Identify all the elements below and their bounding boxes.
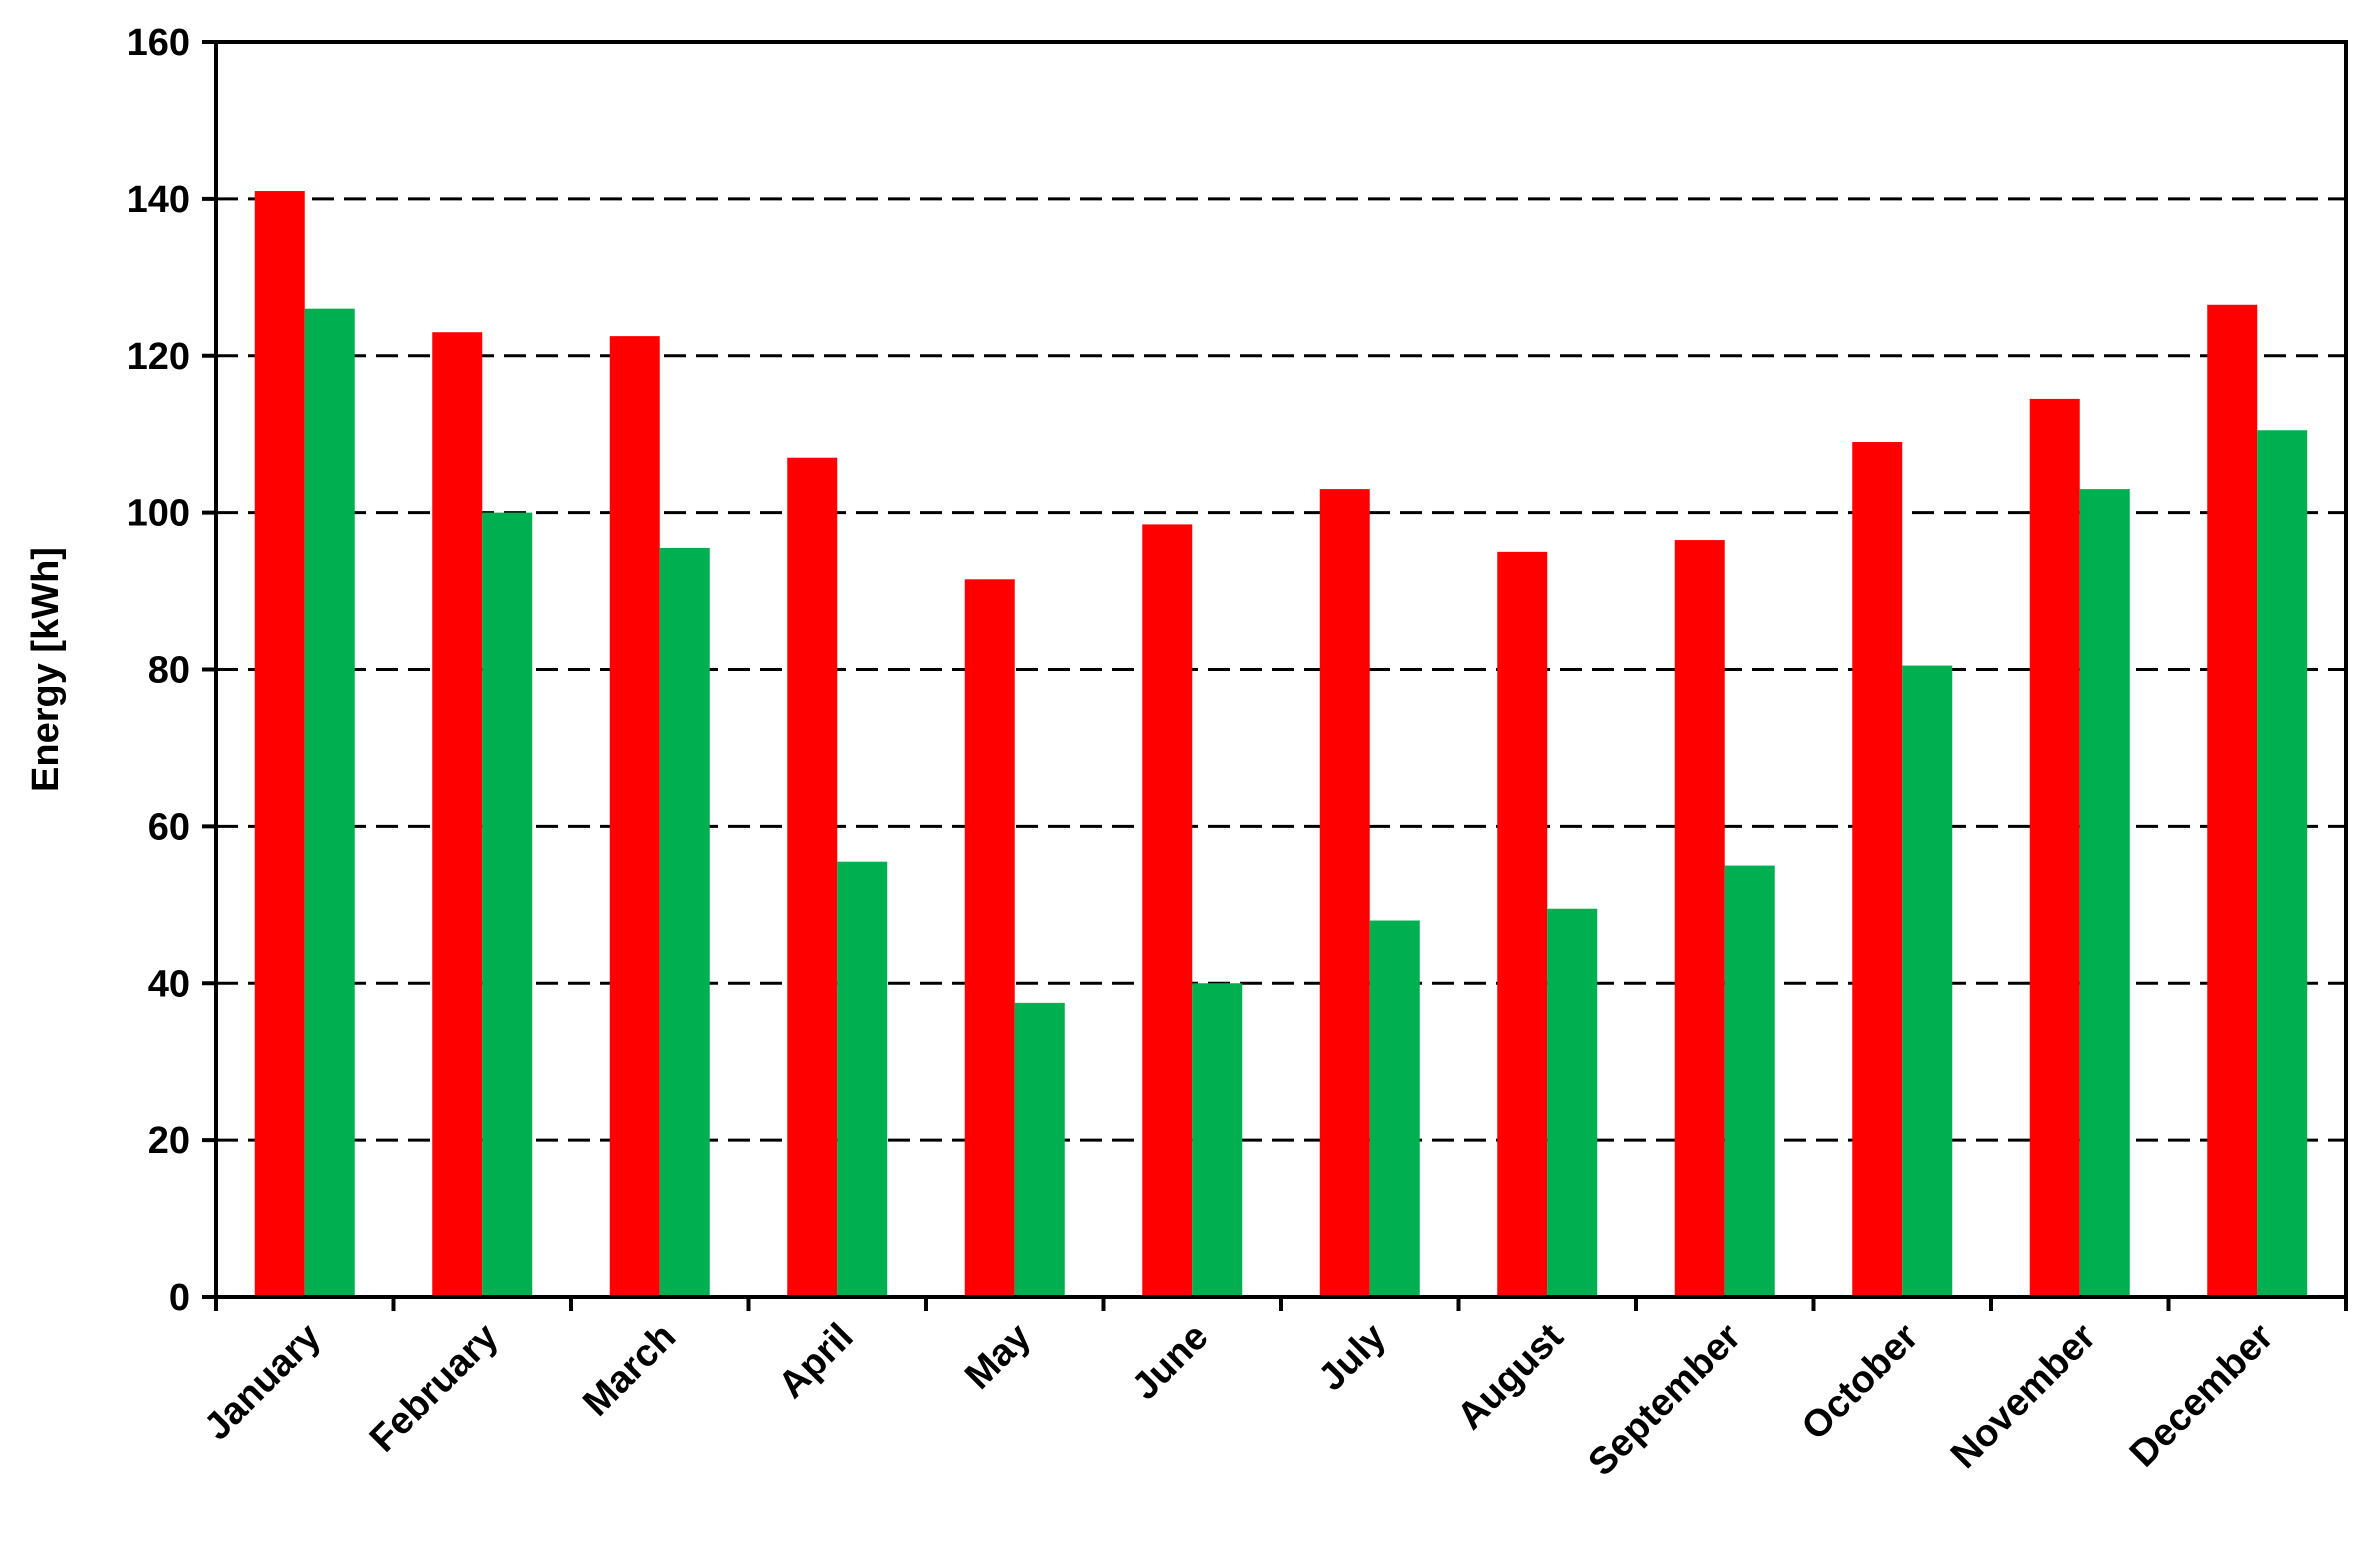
y-tick-label-160: 160 (127, 22, 190, 64)
bar-series-2-august (1547, 908, 1598, 1297)
bar-series-1-july (1319, 489, 1370, 1297)
bar-series-1-november (2029, 398, 2080, 1297)
bar-series-1-october (1852, 442, 1903, 1297)
x-tick-label-january: January (196, 1316, 329, 1449)
bar-series-1-february (432, 332, 483, 1297)
bar-series-2-july (1369, 920, 1420, 1297)
y-tick-label-0: 0 (169, 1277, 190, 1319)
x-tick-label-april: April (771, 1316, 862, 1407)
bar-series-2-october (1902, 665, 1953, 1297)
x-tick-labels: January February March April May June July Augu… (196, 1315, 2281, 1484)
bar-series-1-august (1497, 551, 1548, 1297)
bar-series-1-april (787, 457, 838, 1297)
x-tick-label-march: March (575, 1316, 684, 1425)
y-tick-label-80: 80 (148, 650, 190, 692)
y-tick-label-20: 20 (148, 1120, 190, 1162)
bar-series-2-january (304, 308, 355, 1297)
bar-series-1-june (1142, 524, 1193, 1297)
x-tick-label-july: July (1311, 1316, 1394, 1399)
bar-series-2-february (482, 512, 533, 1297)
bars (254, 191, 2308, 1297)
x-tick-label-february: February (362, 1316, 507, 1461)
y-tick-label-100: 100 (127, 493, 190, 535)
y-tick-label-60: 60 (148, 806, 190, 848)
bar-series-2-september (1724, 865, 1775, 1297)
x-tick-label-may: May (957, 1316, 1039, 1398)
y-tick-labels: 0 20 40 60 80 100 120 140 160 (127, 22, 190, 1319)
bar-series-1-january (254, 191, 305, 1297)
bar-series-1-may (964, 579, 1015, 1297)
bar-series-2-november (2079, 489, 2130, 1297)
x-tick-label-december: December (2122, 1316, 2282, 1476)
y-tick-label-120: 120 (127, 336, 190, 378)
x-tick-label-november: November (1943, 1316, 2104, 1477)
bar-series-1-september (1674, 540, 1725, 1297)
bar-series-2-march (659, 547, 710, 1297)
axes (202, 40, 2348, 1311)
bar-series-2-april (837, 861, 888, 1297)
gridlines (216, 197, 2346, 1142)
x-tick-label-june: June (1124, 1316, 1216, 1408)
x-tick-label-september: September (1581, 1316, 1750, 1485)
x-tick-label-october: October (1794, 1316, 1927, 1449)
y-tick-label-40: 40 (148, 963, 190, 1005)
bar-series-1-march (609, 336, 660, 1297)
bar-series-2-june (1192, 983, 1243, 1297)
bar-series-2-may (1014, 1002, 1065, 1297)
y-axis-title: Energy [kWh] (25, 547, 67, 792)
bar-series-1-december (2207, 304, 2258, 1297)
x-tick-label-august: August (1449, 1315, 1571, 1437)
y-tick-label-140: 140 (127, 179, 190, 221)
bar-series-2-december (2257, 430, 2308, 1297)
